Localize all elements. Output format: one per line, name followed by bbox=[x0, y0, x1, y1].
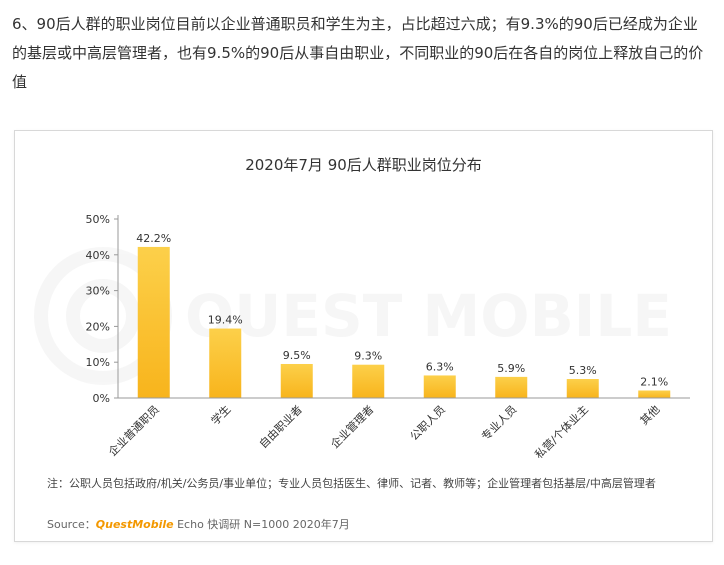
bar bbox=[566, 379, 599, 398]
bar-value-label: 19.4% bbox=[208, 314, 243, 327]
bar bbox=[209, 328, 242, 398]
y-tick-label: 10% bbox=[86, 356, 110, 369]
bar-value-label: 42.2% bbox=[136, 232, 171, 245]
y-tick-label: 50% bbox=[86, 213, 110, 226]
bar bbox=[137, 246, 170, 398]
x-tick-label: 公职人员 bbox=[408, 403, 448, 443]
bar-value-label: 9.3% bbox=[354, 350, 382, 363]
bars: 42.2% 19.4% 9.5% 9.3% 6.3% 5.9% 5.3% 2.1% bbox=[136, 232, 671, 398]
bar-chart: 0% 10% 20% 30% 40% 50% 42.2% 19.4% 9.5% 9.3% 6.3%… bbox=[86, 213, 690, 461]
bar-value-label: 5.3% bbox=[569, 364, 597, 377]
source-prefix: Source： bbox=[47, 518, 96, 531]
y-axis: 0% 10% 20% 30% 40% 50% bbox=[86, 213, 119, 405]
source-brand: QuestMobile bbox=[95, 518, 174, 531]
bar bbox=[280, 363, 313, 398]
chart-card: QUEST MOBILE 2020年7月 90后人群职业岗位分布 0% 10% 20… bbox=[14, 130, 713, 542]
x-tick-label: 专业人员 bbox=[478, 402, 519, 443]
x-tick-label: 企业普通职员 bbox=[105, 402, 162, 459]
y-tick-label: 20% bbox=[86, 320, 110, 333]
x-axis: 企业普通职员 学生 自由职业者 企业管理者 公职人员 专业人员 私营/个体业主 其他 bbox=[105, 397, 690, 461]
x-tick-label: 其他 bbox=[638, 403, 663, 428]
source-rest: Echo 快调研 N=1000 2020年7月 bbox=[173, 518, 350, 531]
bar-value-label: 2.1% bbox=[640, 375, 668, 388]
bar-value-label: 9.5% bbox=[283, 349, 311, 362]
x-tick-label: 企业管理者 bbox=[328, 402, 377, 451]
chart-title: 2020年7月 90后人群职业岗位分布 bbox=[245, 156, 482, 174]
bar-value-label: 6.3% bbox=[426, 360, 454, 373]
y-tick-label: 30% bbox=[86, 285, 110, 298]
x-tick-label: 自由职业者 bbox=[256, 402, 305, 451]
footnote: 注：公职人员包括政府/机关/公务员/事业单位；专业人员包括医生、律师、记者、教师… bbox=[47, 477, 656, 490]
bar bbox=[495, 376, 528, 398]
source-line: Source：QuestMobile Echo 快调研 N=1000 2020年… bbox=[47, 516, 350, 532]
bar-value-label: 5.9% bbox=[497, 362, 525, 375]
intro-paragraph: 6、90后人群的职业岗位目前以企业普通职员和学生为主，占比超过六成；有9.3%的… bbox=[12, 15, 704, 91]
bar bbox=[352, 364, 385, 398]
bar bbox=[638, 390, 671, 398]
x-tick-label: 学生 bbox=[208, 402, 233, 427]
x-tick-label: 私营/个体业主 bbox=[532, 402, 591, 461]
y-tick-label: 40% bbox=[86, 249, 110, 262]
y-tick-label: 0% bbox=[93, 392, 110, 405]
bar bbox=[423, 375, 456, 398]
